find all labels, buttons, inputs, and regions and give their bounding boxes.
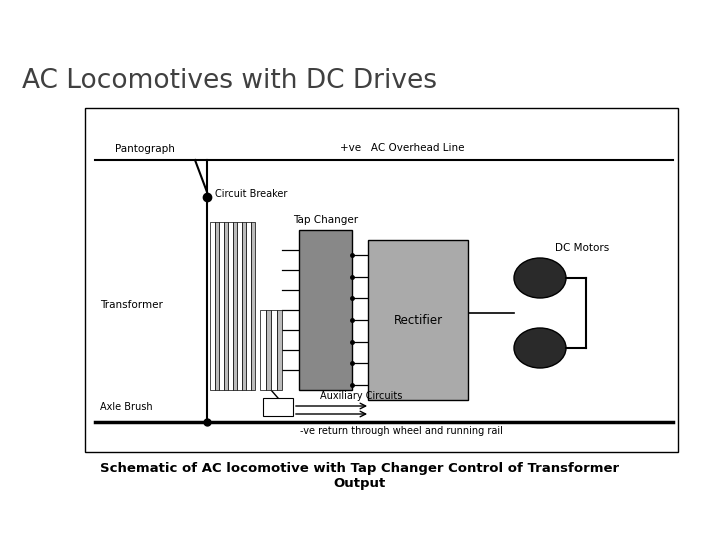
Bar — [223, 222, 228, 390]
Text: Axle Brush: Axle Brush — [100, 402, 153, 412]
Text: Tap Changer: Tap Changer — [293, 215, 358, 225]
Text: Rectifier: Rectifier — [393, 314, 443, 327]
Text: Circuit Breaker: Circuit Breaker — [215, 189, 287, 199]
Bar — [263, 398, 293, 416]
Bar — [241, 222, 246, 390]
Ellipse shape — [514, 328, 566, 368]
Text: AC Locomotives with DC Drives: AC Locomotives with DC Drives — [22, 68, 437, 94]
Bar — [271, 310, 276, 390]
Text: Schematic of AC locomotive with Tap Changer Control of Transformer
Output: Schematic of AC locomotive with Tap Chan… — [100, 462, 620, 490]
Bar — [299, 230, 352, 390]
Bar — [266, 310, 271, 390]
Text: Auxiliary Circuits: Auxiliary Circuits — [320, 391, 402, 401]
Text: DC Motors: DC Motors — [555, 243, 609, 253]
Text: Transformer: Transformer — [100, 300, 163, 310]
Bar — [260, 310, 266, 390]
Ellipse shape — [514, 258, 566, 298]
Text: +ve   AC Overhead Line: +ve AC Overhead Line — [340, 143, 464, 153]
Bar — [219, 222, 223, 390]
Bar — [210, 222, 215, 390]
Bar — [251, 222, 255, 390]
Text: Pantograph: Pantograph — [115, 144, 175, 154]
Bar — [276, 310, 282, 390]
Bar — [237, 222, 241, 390]
Text: -ve return through wheel and running rail: -ve return through wheel and running rai… — [300, 426, 503, 436]
Bar — [246, 222, 251, 390]
Bar — [85, 108, 678, 452]
Bar — [233, 222, 237, 390]
Bar — [215, 222, 219, 390]
Bar — [228, 222, 233, 390]
Bar — [368, 240, 468, 400]
